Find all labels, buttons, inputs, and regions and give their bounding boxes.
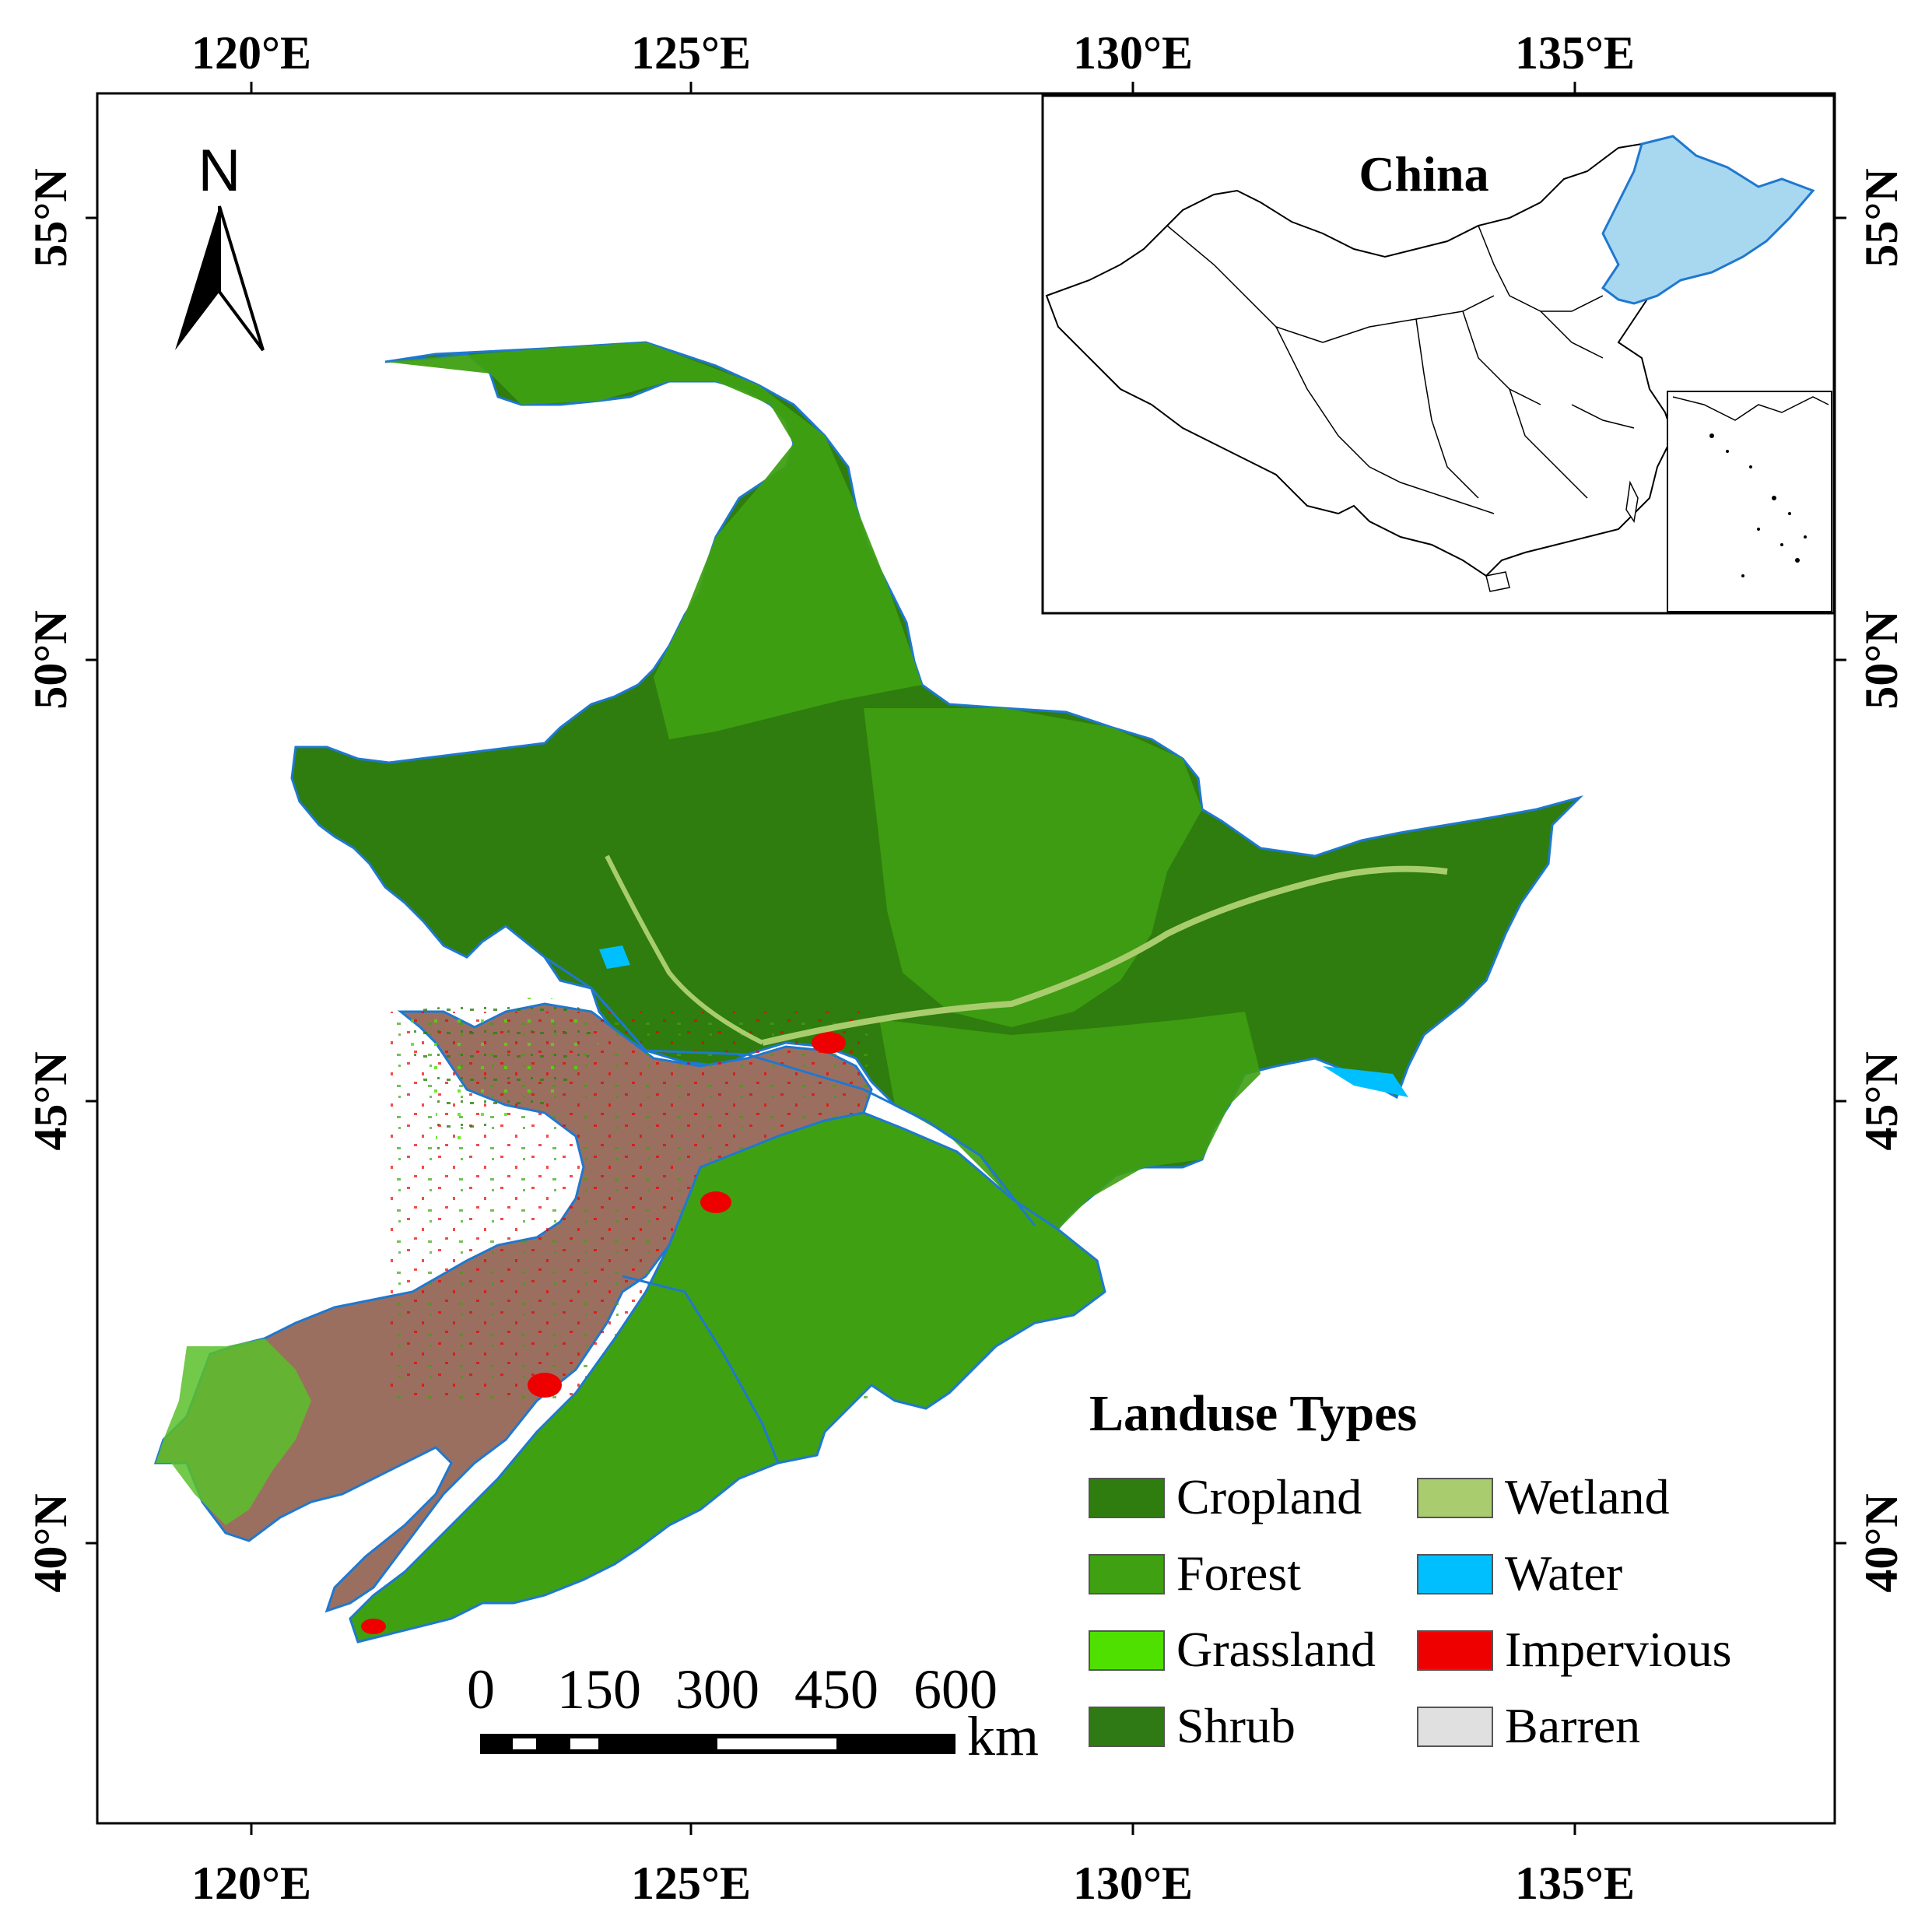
lon-label-bottom-135: 135°E (1515, 1858, 1635, 1909)
forest-southeast (879, 1012, 1261, 1233)
china-outline (1045, 142, 1674, 577)
northeast-highlight (1601, 135, 1815, 305)
frame-ticks (86, 82, 1846, 1835)
changchun-urban (700, 1191, 731, 1213)
legend-swatch-cropland (1089, 1478, 1165, 1518)
lon-label-top-135: 135°E (1515, 27, 1635, 79)
legend-label-cropland: Cropland (1176, 1469, 1362, 1524)
lat-label-left-40: 40°N (25, 1493, 76, 1592)
legend-swatch-barren (1417, 1707, 1493, 1747)
lat-label-right-45: 45°N (1856, 1051, 1907, 1150)
taiwan-shape (1625, 480, 1639, 523)
shenyang-urban (528, 1373, 562, 1398)
legend-label-impervious: Impervious (1505, 1622, 1732, 1677)
lat-label-right-40: 40°N (1856, 1493, 1907, 1592)
scale-tick-150: 150 (557, 1658, 641, 1721)
south-china-sea-islands (1709, 433, 1807, 577)
scale-tick-0: 0 (467, 1658, 495, 1721)
south-china-sea-inset (1667, 391, 1832, 612)
lat-label-right-50: 50°N (1856, 610, 1907, 709)
scale-tick-450: 450 (794, 1658, 878, 1721)
lat-label-right-55: 55°N (1856, 168, 1907, 267)
northeast-china-region (153, 341, 1584, 1644)
legend-swatch-shrub (1089, 1707, 1165, 1747)
forest-central (864, 708, 1202, 1027)
inset-map: China (1041, 94, 1836, 615)
legend-swatch-water (1417, 1554, 1493, 1594)
legend-swatch-wetland (1417, 1478, 1493, 1518)
lat-label-left-50: 50°N (25, 610, 76, 709)
province-lines (1166, 225, 1635, 514)
lat-label-left-55: 55°N (25, 168, 76, 267)
legend-label-barren: Barren (1505, 1698, 1640, 1753)
legend-swatch-forest (1089, 1554, 1165, 1594)
harbin-urban (812, 1032, 846, 1054)
xingkai-lake (1323, 1066, 1408, 1097)
western-water (599, 945, 630, 969)
lon-label-top-120: 120°E (191, 27, 311, 79)
north-arrow-icon: N (175, 138, 265, 352)
legend-label-grassland: Grassland (1176, 1622, 1376, 1677)
legend-label-shrub: Shrub (1176, 1698, 1296, 1753)
south-china-sea-coast (1672, 396, 1829, 421)
north-arrow-label: N (198, 138, 241, 204)
lat-label-left-45: 45°N (25, 1051, 76, 1150)
lon-label-top-130: 130°E (1073, 27, 1193, 79)
scale-tick-300: 300 (675, 1658, 759, 1721)
legend-title: Landuse Types (1089, 1385, 1417, 1442)
legend-swatch-grassland (1089, 1630, 1165, 1671)
hainan-shape (1485, 571, 1510, 592)
scale-bar: 0 150 300 450 600 km (467, 1658, 1039, 1767)
songhua-river (762, 865, 1448, 1046)
scale-unit: km (967, 1705, 1039, 1767)
lon-label-bottom-130: 130°E (1073, 1858, 1193, 1909)
lon-label-bottom-125: 125°E (631, 1858, 751, 1909)
liaoning-forest (349, 1111, 1106, 1644)
forest-north (385, 342, 922, 739)
legend-label-water: Water (1505, 1545, 1622, 1601)
scale-tick-600: 600 (913, 1658, 998, 1721)
lon-label-top-125: 125°E (631, 27, 751, 79)
dalian-urban (361, 1619, 386, 1634)
legend-swatch-impervious (1417, 1630, 1493, 1671)
provincial-border-hl-jl (544, 956, 1036, 1226)
lon-label-bottom-120: 120°E (191, 1858, 311, 1909)
legend-label-forest: Forest (1176, 1545, 1301, 1601)
legend-label-wetland: Wetland (1505, 1469, 1670, 1524)
inset-title: China (1359, 146, 1488, 202)
provincial-border-jl-ln (622, 1275, 780, 1464)
legend: Landuse Types Cropland Forest Grassland … (1089, 1385, 1732, 1753)
nen-river (605, 854, 764, 1045)
southwest-grassland (156, 1338, 311, 1525)
western-grassland (401, 996, 599, 1167)
